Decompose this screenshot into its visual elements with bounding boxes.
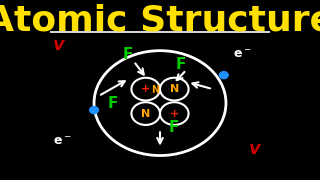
Text: N: N xyxy=(170,84,179,94)
Text: F: F xyxy=(123,47,133,62)
Text: N: N xyxy=(151,85,159,95)
Text: e$^-$: e$^-$ xyxy=(233,48,252,61)
Text: +: + xyxy=(170,109,179,119)
Text: e$^-$: e$^-$ xyxy=(53,135,71,148)
Text: v: v xyxy=(249,140,260,158)
Text: N: N xyxy=(141,109,150,119)
Circle shape xyxy=(220,72,228,79)
Text: v: v xyxy=(53,36,65,54)
Text: F: F xyxy=(176,57,186,72)
Text: +: + xyxy=(141,84,150,94)
Text: Atomic Structure: Atomic Structure xyxy=(0,3,320,37)
Circle shape xyxy=(90,107,99,114)
Text: F: F xyxy=(108,96,118,111)
Text: F: F xyxy=(169,120,180,135)
